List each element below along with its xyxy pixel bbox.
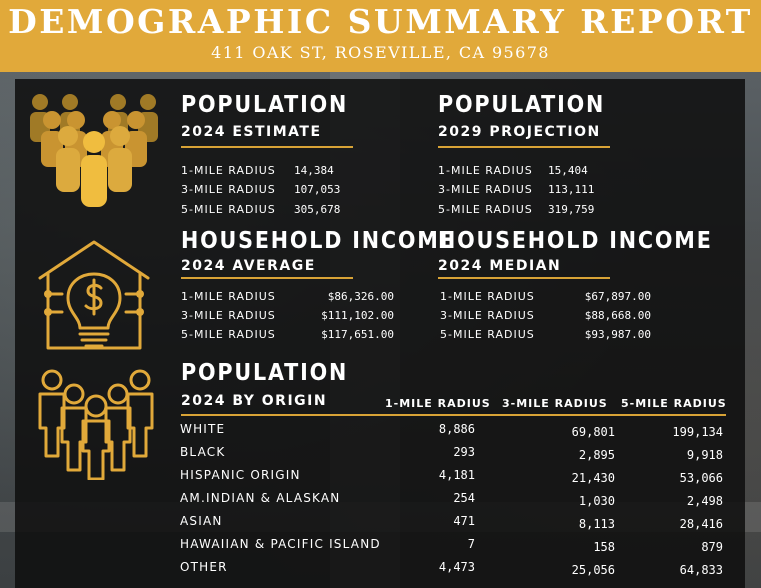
origin-cell-5mile: 64,833: [679, 563, 723, 577]
pop2029-subtitle: 2029 PROJECTION: [438, 124, 601, 140]
origin-col-5mile: 5-MILE RADIUS: [621, 397, 727, 410]
income-median-label-3: 3-MILE RADIUS: [440, 309, 535, 322]
origin-cell-1mile: 4,181: [438, 468, 475, 482]
origin-row-label: BLACK: [180, 445, 226, 459]
origin-cell-5mile: 53,066: [679, 471, 723, 485]
income-median-subtitle: 2024 MEDIAN: [438, 258, 562, 274]
origin-cell-3mile: 21,430: [571, 471, 615, 485]
origin-cell-5mile: 28,416: [679, 517, 723, 531]
pop2029-value-5: 319,759: [548, 203, 595, 216]
origin-col-1mile: 1-MILE RADIUS: [385, 397, 491, 410]
origin-cell-1mile: 293: [453, 445, 475, 459]
income-median-value-1: $67,897.00: [584, 290, 651, 303]
people-group-icon: [30, 94, 158, 207]
income-median-title: HOUSEHOLD INCOME: [438, 228, 713, 254]
origin-cell-1mile: 7: [467, 537, 475, 551]
income-avg-label-5: 5-MILE RADIUS: [181, 328, 276, 341]
origin-row-label: WHITE: [180, 422, 226, 436]
origin-cell-5mile: 199,134: [672, 425, 723, 439]
pop2024-divider: [181, 146, 353, 148]
origin-row-label: AM.INDIAN & ALASKAN: [180, 491, 341, 505]
income-median-value-3: $88,668.00: [584, 309, 651, 322]
origin-title: POPULATION: [181, 360, 349, 386]
origin-cell-1mile: 8,886: [438, 422, 475, 436]
origin-cell-1mile: 254: [453, 491, 475, 505]
pop2024-title: POPULATION: [181, 92, 349, 118]
pop2029-label-1: 1-MILE RADIUS: [438, 164, 533, 177]
pop2024-label-1: 1-MILE RADIUS: [181, 164, 276, 177]
origin-cell-3mile: 2,895: [578, 448, 615, 462]
pop2024-value-5: 305,678: [294, 203, 341, 216]
origin-cell-3mile: 25,056: [571, 563, 615, 577]
pop2029-label-5: 5-MILE RADIUS: [438, 203, 533, 216]
income-median-label-1: 1-MILE RADIUS: [440, 290, 535, 303]
income-avg-value-3: $111,102.00: [321, 309, 394, 322]
income-median-label-5: 5-MILE RADIUS: [440, 328, 535, 341]
pop2029-value-3: 113,111: [548, 183, 595, 196]
origin-row-label: ASIAN: [180, 514, 223, 528]
people-outline-icon: [38, 369, 154, 480]
origin-cell-3mile: 69,801: [571, 425, 615, 439]
pop2024-value-3: 107,053: [294, 183, 341, 196]
origin-cell-1mile: 4,473: [438, 560, 475, 574]
income-avg-value-5: $117,651.00: [321, 328, 394, 341]
pop2024-label-5: 5-MILE RADIUS: [181, 203, 276, 216]
origin-cell-3mile: 158: [593, 540, 615, 554]
income-avg-title: HOUSEHOLD INCOME: [181, 228, 456, 254]
origin-cell-5mile: 2,498: [686, 494, 723, 508]
report-header: DEMOGRAPHIC SUMMARY REPORT 411 OAK ST, R…: [0, 0, 761, 72]
pop2029-label-3: 3-MILE RADIUS: [438, 183, 533, 196]
income-avg-label-1: 1-MILE RADIUS: [181, 290, 276, 303]
origin-row-label: HAWAIIAN & PACIFIC ISLAND: [180, 537, 381, 551]
pop2024-subtitle: 2024 ESTIMATE: [181, 124, 322, 140]
pop2029-value-1: 15,404: [548, 164, 588, 177]
origin-cell-3mile: 8,113: [578, 517, 615, 531]
income-avg-label-3: 3-MILE RADIUS: [181, 309, 276, 322]
origin-divider: [181, 414, 726, 416]
pop2029-title: POPULATION: [438, 92, 606, 118]
origin-col-3mile: 3-MILE RADIUS: [502, 397, 608, 410]
origin-cell-5mile: 879: [701, 540, 723, 554]
income-median-divider: [438, 277, 610, 279]
origin-cell-1mile: 471: [453, 514, 475, 528]
report-title: DEMOGRAPHIC SUMMARY REPORT: [8, 2, 753, 41]
house-lightbulb-dollar-icon: [38, 240, 150, 350]
income-avg-subtitle: 2024 AVERAGE: [181, 258, 316, 274]
income-avg-value-1: $86,326.00: [327, 290, 394, 303]
income-avg-divider: [181, 277, 353, 279]
origin-cell-5mile: 9,918: [686, 448, 723, 462]
property-address: 411 OAK ST, ROSEVILLE, CA 95678: [211, 43, 550, 62]
pop2029-divider: [438, 146, 610, 148]
pop2024-label-3: 3-MILE RADIUS: [181, 183, 276, 196]
origin-row-label: HISPANIC ORIGIN: [180, 468, 301, 482]
origin-subtitle: 2024 BY ORIGIN: [181, 393, 328, 409]
origin-cell-3mile: 1,030: [578, 494, 615, 508]
origin-row-label: OTHER: [180, 560, 228, 574]
pop2024-value-1: 14,384: [294, 164, 334, 177]
income-median-value-5: $93,987.00: [584, 328, 651, 341]
